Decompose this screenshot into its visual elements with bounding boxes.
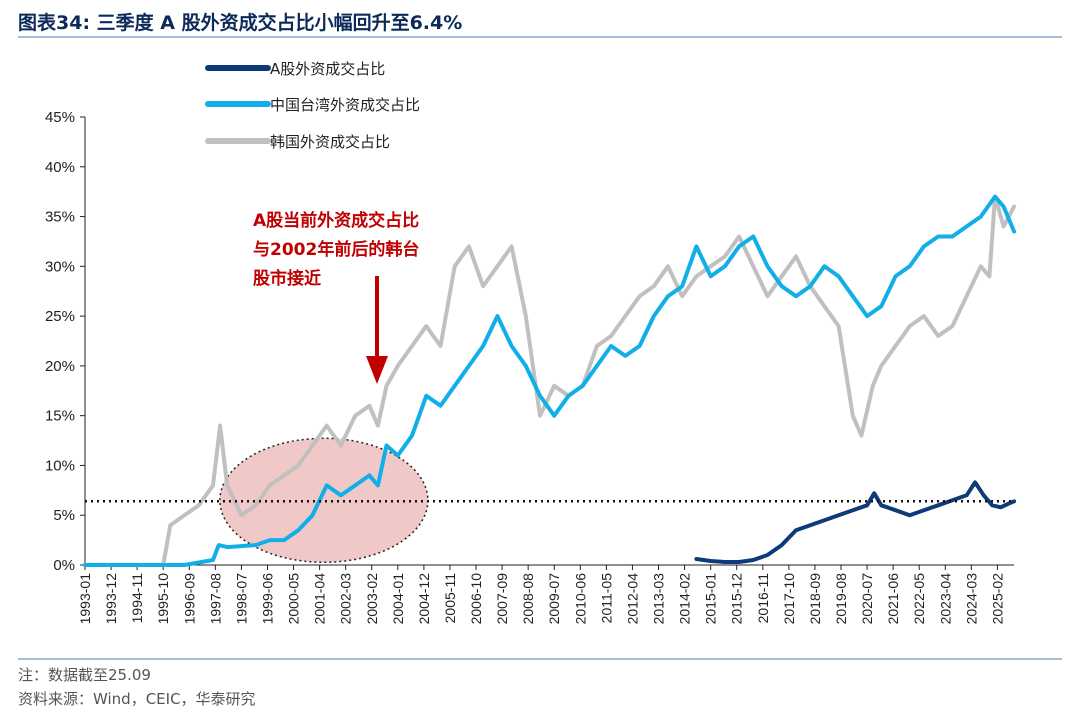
x-tick-label: 1994-11 [129, 573, 145, 624]
y-tick-label: 5% [53, 507, 75, 524]
x-tick-label: 2004-01 [390, 573, 406, 625]
x-tick-label: 1998-07 [233, 573, 249, 625]
legend-taiwan-label: 中国台湾外资成交占比 [270, 96, 420, 114]
y-tick-label: 40% [45, 159, 75, 176]
x-tick-label: 2016-11 [755, 573, 771, 624]
x-tick-label: 2014-02 [677, 573, 693, 625]
x-tick-label: 2000-05 [286, 573, 302, 625]
x-tick-label: 2001-04 [312, 573, 328, 625]
x-tick-label: 2007-09 [494, 573, 510, 625]
y-tick-label: 45% [45, 109, 75, 126]
annotation-text-line: 与2002年前后的韩台 [253, 239, 419, 260]
x-tick-label: 2005-11 [442, 573, 458, 624]
annotation-arrow-head [366, 356, 388, 384]
x-tick-label: 1993-01 [77, 573, 93, 625]
data-note: 注：数据截至25.09 [18, 666, 151, 684]
annotation-text-line: 股市接近 [253, 268, 321, 289]
x-tick-label: 2015-01 [703, 573, 719, 625]
x-tick-label: 1999-06 [259, 573, 275, 625]
series-taiwan-line [83, 194, 1017, 567]
y-tick-label: 20% [45, 358, 75, 375]
x-tick-label: 2017-10 [781, 573, 797, 625]
y-tick-label: 30% [45, 258, 75, 275]
x-tick-label: 2003-02 [364, 573, 380, 625]
x-tick-label: 2012-04 [624, 573, 640, 625]
legend-korea-label: 韩国外资成交占比 [270, 133, 390, 151]
x-tick-label: 1996-09 [181, 573, 197, 625]
x-tick-label: 2020-07 [859, 573, 875, 625]
annotation-text-line: A股当前外资成交占比 [253, 210, 419, 231]
y-tick-label: 10% [45, 457, 75, 474]
x-tick-label: 2018-09 [807, 573, 823, 625]
x-tick-label: 2015-12 [729, 573, 745, 625]
x-tick-label: 2008-08 [520, 573, 536, 625]
x-tick-label: 2023-04 [937, 573, 953, 625]
chart-title: 图表34: 三季度 A 股外资成交占比小幅回升至6.4% [18, 12, 463, 34]
x-tick-label: 2025-02 [989, 573, 1005, 625]
title-divider [18, 36, 1062, 38]
x-tick-label: 2009-07 [546, 573, 562, 625]
data-source: 资料来源：Wind，CEIC，华泰研究 [18, 690, 256, 708]
x-tick-label: 1995-10 [155, 573, 171, 625]
x-tick-label: 2021-06 [885, 573, 901, 625]
series-a-share-line [694, 480, 1017, 564]
x-tick-label: 1997-08 [207, 573, 223, 625]
y-tick-label: 35% [45, 209, 75, 226]
x-tick-label: 2006-10 [468, 573, 484, 625]
y-tick-label: 25% [45, 308, 75, 325]
footer-divider [18, 658, 1062, 660]
legend-a-share-label: A股外资成交占比 [270, 60, 385, 78]
y-tick-label: 0% [53, 557, 75, 574]
x-tick-label: 2024-03 [963, 573, 979, 625]
x-tick-label: 2019-08 [833, 573, 849, 625]
y-tick-label: 15% [45, 408, 75, 425]
x-tick-label: 2011-05 [598, 573, 614, 624]
x-tick-label: 1993-12 [103, 573, 119, 625]
x-tick-label: 2013-03 [651, 573, 667, 625]
x-tick-label: 2002-03 [338, 573, 354, 625]
x-tick-label: 2004-12 [416, 573, 432, 625]
x-tick-label: 2022-05 [911, 573, 927, 625]
x-tick-label: 2010-06 [572, 573, 588, 625]
